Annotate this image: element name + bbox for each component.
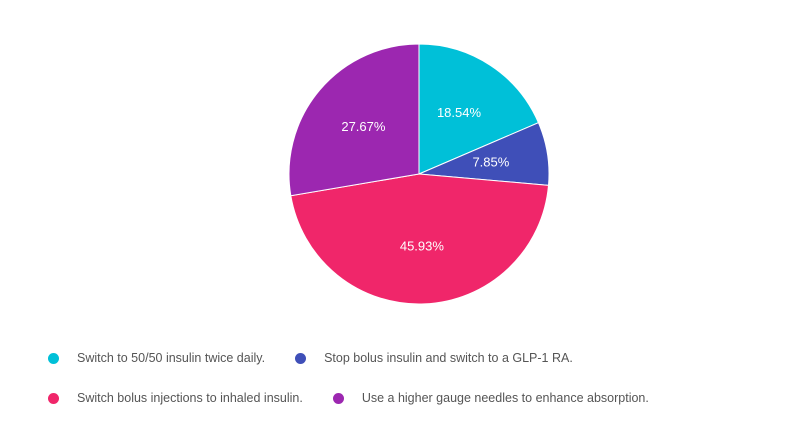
legend-item-2[interactable]: Switch bolus injections to inhaled insul…	[48, 391, 303, 405]
legend-label-2: Switch bolus injections to inhaled insul…	[77, 391, 303, 405]
legend-dot-0	[48, 352, 59, 364]
legend-item-3[interactable]: Use a higher gauge needles to enhance ab…	[332, 391, 649, 405]
pie-slice-3[interactable]	[288, 43, 420, 197]
slice-data-label-0: 18.54%	[437, 105, 482, 120]
pie-chart-svg: 18.54% 7.85% 45.93% 27.67%	[288, 43, 550, 305]
legend-label-1: Stop bolus insulin and switch to a GLP-1…	[324, 351, 573, 365]
legend-label-0: Switch to 50/50 insulin twice daily.	[77, 351, 266, 365]
pie-slice-0[interactable]	[418, 43, 540, 175]
pie-slice-2[interactable]	[290, 173, 550, 305]
slice-data-label-1: 7.85%	[472, 155, 509, 170]
legend-dot-3	[332, 392, 344, 404]
legend: Switch to 50/50 insulin twice daily. Sto…	[48, 348, 768, 428]
legend-item-1[interactable]: Stop bolus insulin and switch to a GLP-1…	[295, 351, 573, 365]
legend-dot-1	[295, 352, 307, 364]
legend-item-0[interactable]: Switch to 50/50 insulin twice daily.	[48, 351, 265, 365]
legend-row: Switch bolus injections to inhaled insul…	[48, 388, 768, 408]
slice-data-label-2: 45.93%	[400, 239, 445, 254]
slice-data-label-3: 27.67%	[341, 119, 386, 134]
legend-label-3: Use a higher gauge needles to enhance ab…	[361, 391, 649, 405]
legend-dot-2	[48, 392, 59, 404]
legend-row: Switch to 50/50 insulin twice daily. Sto…	[48, 348, 768, 368]
